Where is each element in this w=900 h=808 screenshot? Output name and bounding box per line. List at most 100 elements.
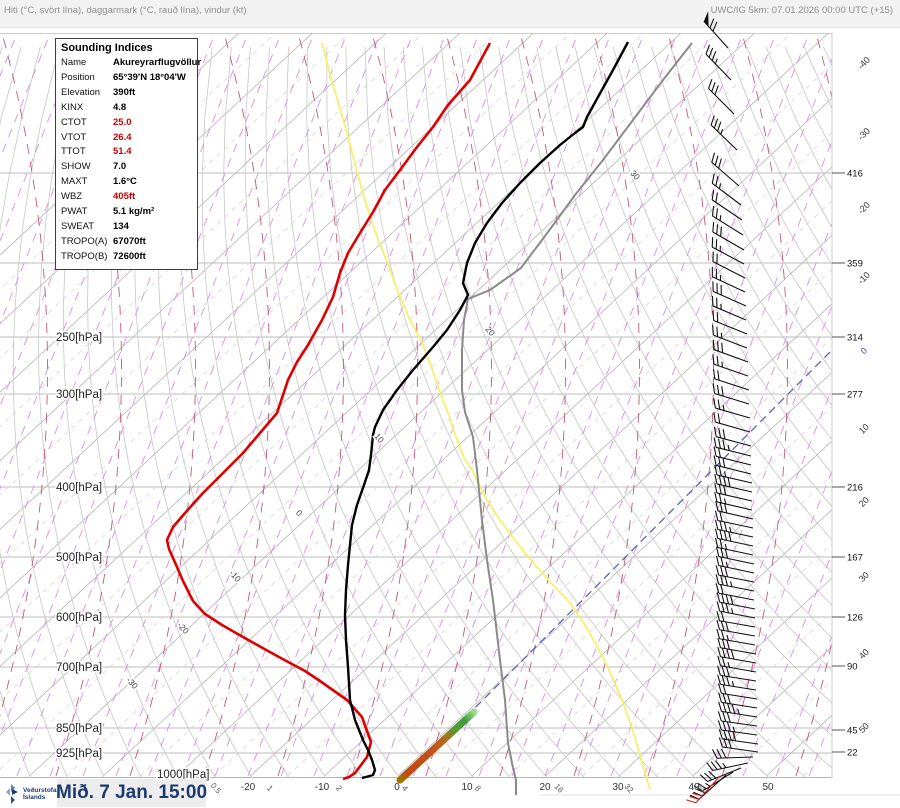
adiabat-label: 30 — [628, 168, 642, 182]
dry-adiabat-line — [517, 46, 832, 639]
wind-barb — [713, 398, 751, 419]
dry-adiabat-line — [746, 46, 832, 229]
mixing-ratio-label: 2 — [334, 784, 344, 794]
dry-adiabat-line — [285, 46, 549, 778]
pressure-axis-label: 1000[hPa] — [157, 769, 209, 781]
mixing-ratio-label: 8 — [473, 784, 483, 794]
dry-adiabat-line — [0, 46, 32, 778]
height-axis-label: 359 — [847, 259, 863, 270]
index-value: 405ft — [113, 191, 136, 203]
index-row: CTOT 25.0 — [61, 116, 193, 131]
dry-adiabat-line — [593, 46, 832, 508]
wind-barb — [712, 354, 749, 377]
index-value: 26.4 — [113, 131, 132, 143]
wind-barb — [708, 78, 735, 115]
logo-text: Veðurstofa Íslands — [23, 787, 57, 801]
dry-adiabat-line — [498, 46, 832, 672]
wind-barb — [713, 412, 751, 433]
mixing-ratio-line — [478, 33, 777, 777]
dry-adiabat-line — [708, 46, 832, 302]
dry-adiabat-line — [670, 46, 832, 372]
isotherm-line — [29, 33, 829, 777]
wind-barb — [714, 492, 753, 511]
dry-adiabat-line — [862, 47, 900, 791]
dry-adiabat-line — [134, 46, 290, 778]
moist-adiabat-line — [203, 33, 270, 777]
mixing-ratio-line — [49, 33, 348, 777]
wind-barb — [714, 510, 754, 529]
wind-barb — [716, 592, 756, 610]
mixing-ratio-line — [577, 139, 832, 777]
standard-atmosphere-curve — [461, 42, 693, 795]
index-label: KINX — [61, 101, 84, 113]
pressure-axis-label: 500[hPa] — [56, 552, 102, 564]
wind-barb — [714, 537, 754, 556]
wind-barb — [713, 446, 752, 466]
wind-barb — [711, 173, 742, 206]
mixing-ratio-line — [280, 33, 579, 777]
indices-title: Sounding Indices — [61, 42, 153, 54]
wind-barb — [712, 281, 747, 307]
wind-barb — [714, 465, 753, 484]
dry-adiabat-line — [326, 46, 623, 778]
index-value: 1.6°C — [113, 176, 137, 188]
index-value: 390ft — [113, 86, 136, 98]
index-value: 51.4 — [113, 146, 132, 158]
moist-adiabat-line — [0, 33, 48, 717]
bottom-temp-label: 20 — [539, 782, 551, 793]
wind-barb — [714, 519, 754, 538]
wind-barb — [713, 455, 752, 475]
dry-adiabat-line — [201, 46, 401, 778]
index-row: TTOT 51.4 — [61, 145, 193, 160]
logo-line2: Íslands — [23, 793, 46, 801]
dry-adiabat-line — [784, 46, 832, 151]
dry-adiabat-line — [536, 46, 832, 606]
wind-barb — [712, 339, 749, 363]
wind-barb — [715, 574, 755, 592]
wind-barb — [712, 383, 750, 405]
index-row: KINX 4.8 — [61, 101, 193, 116]
mixing-ratio-label: 32 — [623, 782, 636, 795]
bottom-temp-label: 0 — [394, 782, 400, 793]
dry-adiabat-line — [479, 46, 832, 704]
wind-barb — [717, 655, 757, 673]
dry-adiabat-line — [38, 46, 142, 778]
wind-barb — [712, 251, 746, 279]
index-row: Name Akureyrarflugvöllur — [61, 56, 201, 71]
mixing-ratio-line — [247, 33, 546, 777]
right-isotherm-label: 0 — [859, 346, 870, 357]
index-label: SWEAT — [61, 220, 95, 232]
wind-barb — [715, 565, 755, 583]
index-value: 67070ft — [113, 235, 146, 247]
wind-barb — [711, 152, 740, 187]
dry-adiabat-line — [306, 46, 586, 778]
height-axis-label: 126 — [847, 613, 863, 624]
top-info-bar: Hiti (°C, svört lína), daggarmark (°C, r… — [0, 0, 900, 28]
moist-adiabat-line — [351, 33, 418, 777]
index-label: CTOT — [61, 116, 87, 128]
wind-barb — [711, 189, 743, 221]
moist-adiabat-line — [55, 33, 122, 777]
mixing-ratio-line — [544, 57, 832, 777]
mixing-ratio-line — [610, 222, 832, 777]
wind-barb — [711, 266, 746, 293]
isotherm-line-dashed — [877, 33, 900, 776]
valid-time-box: Mið. 7 Jan. 15:00 — [56, 779, 207, 807]
vedurstofa-logo: Veðurstofa Íslands — [2, 780, 57, 807]
mixing-ratio-label: 4 — [400, 784, 410, 794]
mixing-ratio-line — [0, 33, 18, 78]
index-value: 25.0 — [113, 116, 132, 128]
mixing-ratio-line — [0, 33, 249, 655]
dry-adiabat-line — [157, 46, 327, 778]
dewpoint-curve — [165, 42, 492, 781]
shear-gradient-segment — [396, 708, 478, 784]
dry-adiabat-line — [843, 47, 900, 791]
mixing-ratio-line — [0, 33, 183, 490]
mixing-ratio-label: 16 — [553, 782, 566, 795]
mixing-ratio-line — [115, 33, 414, 777]
isotherm-line-dashed — [0, 33, 792, 770]
right-isotherm-label: -40 — [856, 55, 872, 71]
isotherm-line — [397, 371, 832, 777]
isotherm-line-dashed — [360, 337, 832, 777]
wind-barb — [710, 115, 738, 151]
